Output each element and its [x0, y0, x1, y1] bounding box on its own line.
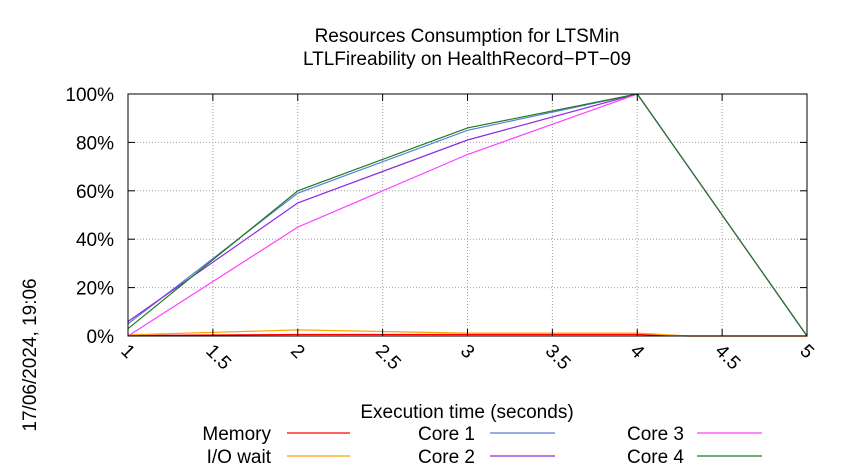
legend-label-memory: Memory [202, 424, 271, 445]
x-tick-label: 3.5 [541, 341, 575, 375]
legend-label-core-3: Core 3 [627, 424, 684, 445]
x-tick-label: 1.5 [201, 341, 235, 375]
y-tick-label: 0% [87, 327, 115, 348]
chart-subtitle: LTLFireability on HealthRecord−PT−09 [303, 49, 631, 70]
y-axis-ticks: 0% 20% 40% 60% 80% 100% [65, 85, 807, 348]
x-tick-label: 2 [286, 341, 308, 363]
series-line-core-4 [127, 93, 808, 337]
y-tick-label: 80% [76, 133, 114, 154]
y-tick-label: 20% [76, 279, 114, 300]
x-axis-label: Execution time (seconds) [360, 402, 573, 423]
legend-label-core-4: Core 4 [627, 447, 684, 468]
timestamp-label: 17/06/2024, 19:06 [20, 278, 41, 431]
x-tick-label: 4.5 [711, 341, 745, 375]
x-tick-label: 3 [456, 341, 478, 363]
x-tick-label: 4 [626, 341, 649, 364]
x-tick-label: 1 [116, 341, 138, 363]
x-tick-label: 5 [795, 341, 817, 363]
x-tick-label: 2.5 [371, 341, 405, 375]
legend-label-core-2: Core 2 [418, 447, 475, 468]
y-tick-label: 100% [65, 85, 114, 106]
legend-label-core-1: Core 1 [418, 424, 475, 445]
y-tick-label: 60% [76, 182, 114, 203]
y-tick-label: 40% [76, 230, 114, 251]
legend-label-i-o-wait: I/O wait [207, 447, 272, 468]
chart-title: Resources Consumption for LTSMin [315, 26, 620, 47]
